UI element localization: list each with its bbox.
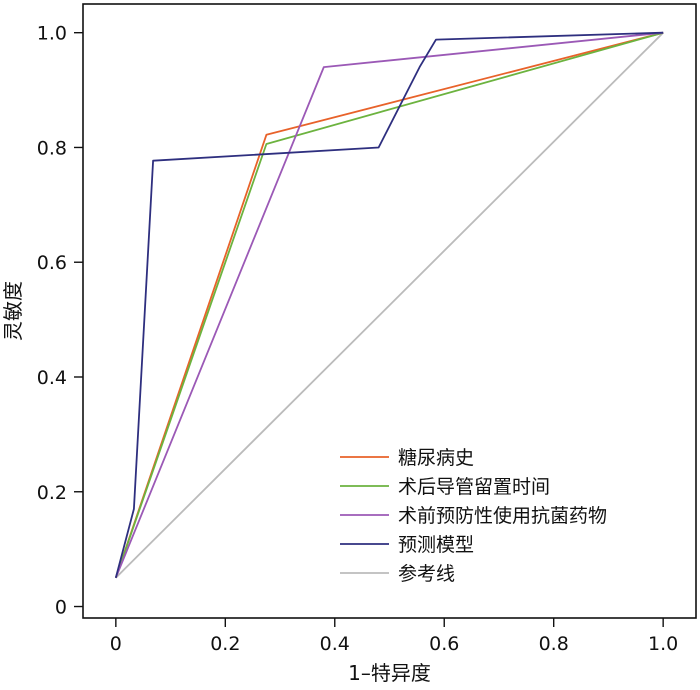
y-tick-label: 0.2 [37,482,67,504]
y-tick-label: 0.4 [37,367,67,389]
axes: 0 0.2 0.4 0.6 0.8 1.0 0 0.2 0.4 0.6 0.8 1.0 [37,23,678,655]
x-tick-label: 0.4 [320,633,350,655]
series-line-1 [114,31,664,579]
plot-frame [82,3,697,619]
y-axis-title: 灵敏度 [1,281,25,341]
x-tick-label: 1.0 [648,633,678,655]
legend-label: 糖尿病史 [398,447,474,469]
x-tick-label: 0 [110,633,122,655]
legend-label: 参考线 [398,563,455,585]
y-tick-label: 0 [55,597,67,619]
y-tick-label: 0.8 [37,137,67,159]
x-tick-label: 0.6 [429,633,459,655]
y-tick-label: 0.6 [37,252,67,274]
y-tick-label: 1.0 [37,23,67,45]
legend-label: 术后导管留置时间 [398,476,550,498]
series-line-2 [114,31,664,579]
legend-label: 预测模型 [398,534,474,556]
x-axis-title: 1–特异度 [348,661,431,685]
series-lines [114,31,664,579]
series-line-3 [114,31,664,579]
series-line-4 [115,32,664,579]
series-line-0 [114,31,664,579]
x-tick-label: 0.8 [539,633,569,655]
legend-label: 术前预防性使用抗菌药物 [398,505,607,527]
x-tick-label: 0.2 [210,633,240,655]
